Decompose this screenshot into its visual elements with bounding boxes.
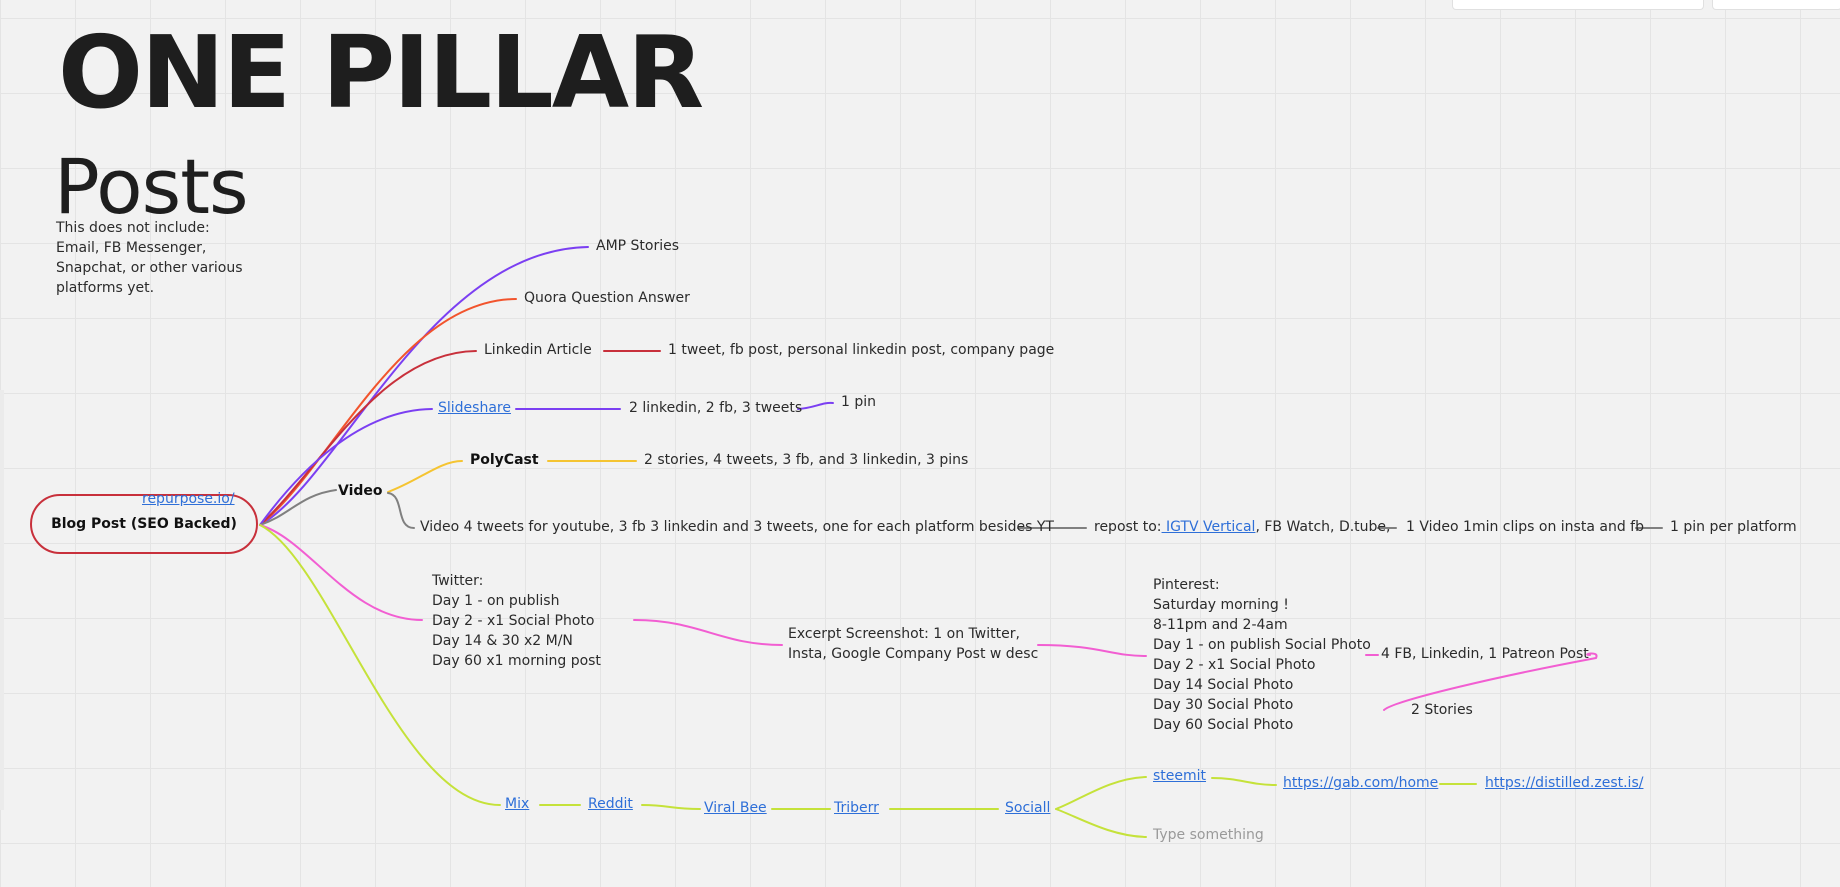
node-polycast-shares[interactable]: 2 stories, 4 tweets, 3 fb, and 3 linkedi… <box>644 452 969 468</box>
connector-gab <box>1211 777 1277 786</box>
node-viral-bee[interactable]: Viral Bee <box>704 800 767 816</box>
root-link-repurpose[interactable]: repurpose.io/ <box>142 491 235 507</box>
connector-quora <box>259 298 517 526</box>
board-title[interactable]: ONE PILLAR <box>58 14 704 131</box>
node-repost[interactable]: repost to: IGTV Vertical, FB Watch, D.tu… <box>1094 519 1391 536</box>
repost-rest: , FB Watch, D.tube, <box>1255 519 1391 535</box>
connector-viral-bee <box>641 804 701 810</box>
connector-twitter <box>259 524 423 621</box>
board-subtitle[interactable]: Posts <box>54 142 249 231</box>
node-one-pin[interactable]: 1 pin <box>841 394 877 410</box>
node-sociall[interactable]: Sociall <box>1005 800 1051 816</box>
node-excerpt-screenshot[interactable]: Excerpt Screenshot: 1 on Twitter, Insta,… <box>788 626 1039 662</box>
node-reddit[interactable]: Reddit <box>588 796 633 812</box>
repost-label: repost to: <box>1094 519 1162 535</box>
repost-link-igtv[interactable]: IGTV Vertical <box>1161 519 1256 535</box>
node-slideshare-shares[interactable]: 2 linkedin, 2 fb, 3 tweets <box>629 400 803 416</box>
toolbar-panel-left[interactable] <box>1452 0 1704 10</box>
connector-slideshare <box>259 408 433 526</box>
node-pin-per-platform[interactable]: 1 pin per platform <box>1670 519 1797 535</box>
node-slideshare[interactable]: Slideshare <box>438 400 511 416</box>
node-video-clips[interactable]: 1 Video 1min clips on insta and fb <box>1406 519 1644 535</box>
scope-note[interactable]: This does not include: Email, FB Messeng… <box>56 220 243 296</box>
connector-stories <box>1383 652 1598 711</box>
connector-video <box>259 489 337 526</box>
connector-excerpt <box>633 619 783 646</box>
node-triberr[interactable]: Triberr <box>834 800 879 816</box>
node-fb-linkedin-patreon[interactable]: 4 FB, Linkedin, 1 Patreon Post <box>1381 646 1589 662</box>
node-linkedin-article-shares[interactable]: 1 tweet, fb post, personal linkedin post… <box>668 342 1055 358</box>
connector-slideshare-grandchild <box>797 401 834 410</box>
toolbar-panel-right[interactable] <box>1712 0 1840 10</box>
node-twitter-schedule[interactable]: Twitter: Day 1 - on publish Day 2 - x1 S… <box>432 573 601 669</box>
node-pinterest-schedule[interactable]: Pinterest: Saturday morning ! 8-11pm and… <box>1153 577 1371 733</box>
node-distilled-link[interactable]: https://distilled.zest.is/ <box>1485 775 1644 791</box>
connector-pinterest <box>1037 644 1147 657</box>
node-placeholder-type-something[interactable]: Type something <box>1153 827 1264 843</box>
node-linkedin-article[interactable]: Linkedin Article <box>484 342 592 358</box>
node-amp-stories[interactable]: AMP Stories <box>596 238 680 254</box>
connector-polycast <box>387 460 463 493</box>
connector-linkedin-article <box>259 350 477 526</box>
node-two-stories[interactable]: 2 Stories <box>1411 702 1473 718</box>
node-gab-link[interactable]: https://gab.com/home <box>1283 775 1439 791</box>
connector-steemit <box>1055 776 1147 810</box>
connector-type-something <box>1055 808 1147 838</box>
node-video-tweets[interactable]: Video 4 tweets for youtube, 3 fb 3 linke… <box>420 519 1054 535</box>
node-quora-answer[interactable]: Quora Question Answer <box>524 290 690 306</box>
left-edge-panel <box>0 390 4 810</box>
connector-mix <box>259 524 501 806</box>
connector-video-child <box>387 492 415 529</box>
node-steemit[interactable]: steemit <box>1153 768 1207 784</box>
node-mix[interactable]: Mix <box>505 796 530 812</box>
node-video[interactable]: Video <box>338 483 383 499</box>
node-polycast[interactable]: PolyCast <box>470 452 539 468</box>
connector-amp <box>259 246 589 526</box>
root-node-blog-post[interactable]: Blog Post (SEO Backed) <box>30 494 258 554</box>
